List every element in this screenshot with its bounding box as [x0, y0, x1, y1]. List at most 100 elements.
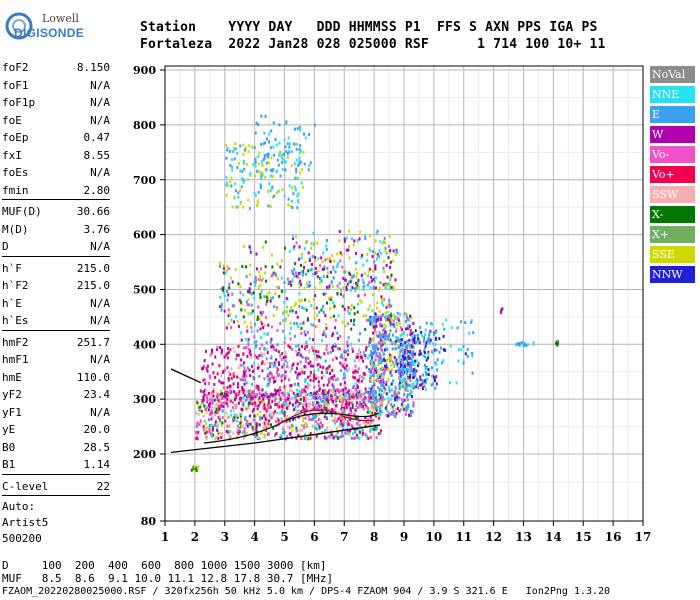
echo-point — [386, 303, 389, 307]
echo-point — [336, 431, 339, 435]
echo-point — [381, 339, 384, 343]
echo-point — [375, 318, 378, 322]
echo-point — [293, 274, 296, 278]
echo-point — [409, 350, 412, 354]
echo-point — [210, 395, 213, 399]
echo-point — [331, 368, 334, 372]
echo-point — [394, 370, 397, 374]
echo-point — [317, 368, 320, 372]
echo-point — [389, 353, 392, 357]
echo-point — [341, 424, 344, 428]
echo-point — [400, 403, 403, 407]
echo-point — [367, 407, 370, 411]
echo-point — [433, 376, 436, 380]
echo-point — [326, 275, 329, 279]
echo-point — [344, 270, 347, 274]
echo-point — [256, 407, 259, 411]
echo-point — [229, 180, 232, 184]
echo-point — [379, 429, 382, 433]
echo-point — [243, 427, 246, 431]
echo-point — [345, 388, 348, 392]
echo-point — [401, 360, 404, 364]
echo-point — [471, 352, 474, 356]
echo-point — [380, 384, 383, 388]
echo-point — [308, 349, 311, 353]
echo-point — [389, 278, 392, 282]
echo-point — [270, 156, 273, 160]
echo-point — [282, 401, 285, 405]
echo-point — [222, 401, 225, 405]
echo-point — [219, 398, 222, 402]
echo-point — [362, 404, 365, 408]
echo-point — [263, 295, 266, 299]
echo-point — [346, 282, 349, 286]
echo-point — [336, 387, 339, 391]
echo-point — [205, 407, 208, 411]
echo-point — [291, 397, 294, 401]
echo-point — [282, 356, 285, 360]
echo-point — [387, 334, 390, 338]
echo-point — [347, 248, 350, 252]
echo-point — [417, 340, 420, 344]
echo-point — [523, 342, 526, 346]
echo-point — [231, 158, 234, 162]
echo-point — [227, 433, 230, 437]
echo-point — [393, 414, 396, 418]
echo-point — [344, 395, 347, 399]
echo-point — [249, 422, 252, 426]
echo-point — [233, 413, 236, 417]
echo-point — [353, 397, 356, 401]
echo-point — [398, 376, 401, 380]
echo-point — [317, 257, 320, 261]
echo-point — [402, 382, 405, 386]
echo-point — [327, 435, 330, 439]
param-row-fxi: fxI 8.55 — [2, 147, 110, 165]
echo-point — [205, 437, 208, 441]
echo-point — [314, 396, 317, 400]
echo-point — [295, 436, 298, 440]
echo-point — [255, 424, 258, 428]
echo-point — [286, 152, 289, 156]
echo-point — [378, 387, 381, 391]
echo-point — [224, 395, 227, 399]
echo-point — [372, 432, 375, 436]
echo-point — [328, 408, 331, 412]
echo-point — [423, 384, 426, 388]
echo-point — [406, 344, 409, 348]
echo-point — [306, 285, 309, 289]
echo-point — [278, 363, 281, 367]
echo-point — [318, 393, 321, 397]
echo-point — [233, 350, 236, 354]
echo-point — [382, 375, 385, 379]
echo-point — [283, 385, 286, 389]
echo-point — [376, 334, 379, 338]
echo-point — [244, 378, 247, 382]
echo-point — [383, 241, 386, 245]
echo-point — [325, 401, 328, 405]
echo-point — [309, 284, 312, 288]
echo-point — [402, 354, 405, 358]
echo-point — [302, 403, 305, 407]
echo-point — [249, 353, 252, 357]
legend-item-x: X+ — [650, 226, 695, 243]
echo-point — [400, 347, 403, 351]
echo-point — [236, 166, 239, 170]
echo-point — [280, 357, 283, 361]
echo-point — [307, 357, 310, 361]
echo-point — [303, 412, 306, 416]
echo-cluster — [291, 229, 399, 293]
y-tick-label: 500 — [133, 283, 156, 296]
echo-point — [377, 315, 380, 319]
echo-point — [418, 353, 421, 357]
echo-point — [220, 423, 223, 427]
echo-point — [392, 285, 395, 289]
echo-point — [218, 415, 221, 419]
echo-point — [358, 389, 361, 393]
echo-point — [271, 415, 274, 419]
echo-point — [229, 372, 232, 376]
echo-point — [338, 436, 341, 440]
echo-point — [419, 375, 422, 379]
echo-point — [373, 350, 376, 354]
x-tick-label: 16 — [605, 530, 622, 544]
echo-point — [208, 413, 211, 417]
